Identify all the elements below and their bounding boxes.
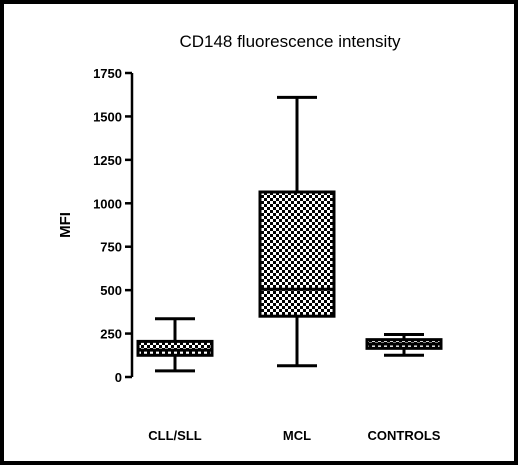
y-axis-ticks: 0 250 500 750 1000 1250 1500 1750 (93, 66, 132, 385)
y-tick-label: 1500 (93, 109, 122, 124)
y-tick-label: 1000 (93, 196, 122, 211)
iqr-box (258, 190, 336, 318)
y-tick-label: 1250 (93, 153, 122, 168)
box-series (136, 95, 443, 373)
chart-title: CD148 fluorescence intensity (179, 32, 401, 51)
y-axis-title: MFI (57, 212, 74, 238)
box-controls (365, 332, 443, 357)
y-tick-label: 0 (115, 370, 122, 385)
y-tick-label: 500 (100, 283, 122, 298)
x-category-label: CLL/SLL (148, 428, 201, 443)
x-category-label: MCL (283, 428, 311, 443)
y-tick-label: 1750 (93, 66, 122, 81)
box-cll-sll (136, 317, 214, 373)
iqr-box (136, 339, 214, 357)
box-mcl (258, 95, 336, 368)
x-axis-categories: CLL/SLL MCL CONTROLS (148, 428, 441, 443)
x-category-label: CONTROLS (368, 428, 441, 443)
y-tick-label: 250 (100, 327, 122, 342)
y-tick-label: 750 (100, 240, 122, 255)
